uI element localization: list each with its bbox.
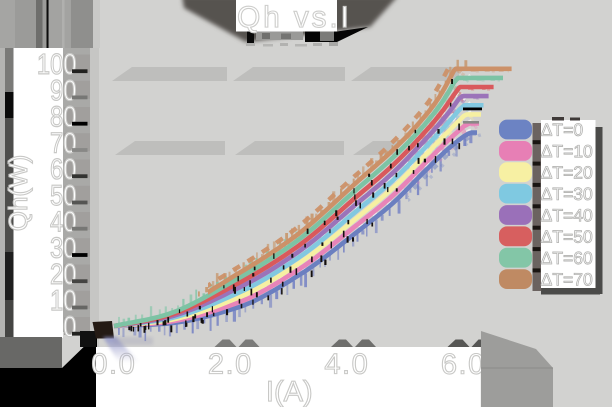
- svg-text:6.0: 6.0: [441, 349, 486, 381]
- svg-text:40: 40: [50, 205, 76, 238]
- svg-text:I(A): I(A): [266, 376, 313, 407]
- svg-text:ΔT=20: ΔT=20: [541, 162, 593, 182]
- svg-text:70: 70: [50, 126, 76, 159]
- svg-text:60: 60: [50, 153, 76, 186]
- svg-text:100: 100: [37, 48, 77, 81]
- svg-text:0: 0: [63, 310, 76, 343]
- svg-text:ΔT=50: ΔT=50: [541, 227, 593, 247]
- svg-text:ΔT=60: ΔT=60: [541, 248, 593, 268]
- svg-text:ΔT=10: ΔT=10: [541, 141, 593, 161]
- svg-text:20: 20: [50, 258, 76, 291]
- svg-text:50: 50: [50, 179, 76, 212]
- svg-text:ΔT=0: ΔT=0: [541, 120, 584, 140]
- svg-text:Qh vs.I: Qh vs.I: [237, 1, 352, 34]
- svg-text:ΔT=70: ΔT=70: [541, 269, 593, 289]
- svg-text:10: 10: [50, 284, 76, 317]
- svg-text:90: 90: [50, 74, 76, 107]
- svg-text:ΔT=30: ΔT=30: [541, 184, 593, 204]
- svg-text:2.0: 2.0: [208, 349, 253, 381]
- svg-text:ΔT=40: ΔT=40: [541, 205, 593, 225]
- svg-text:30: 30: [50, 231, 76, 264]
- svg-text:80: 80: [50, 100, 76, 133]
- svg-text:Qh(W): Qh(W): [3, 155, 33, 232]
- svg-text:4.0: 4.0: [324, 349, 369, 381]
